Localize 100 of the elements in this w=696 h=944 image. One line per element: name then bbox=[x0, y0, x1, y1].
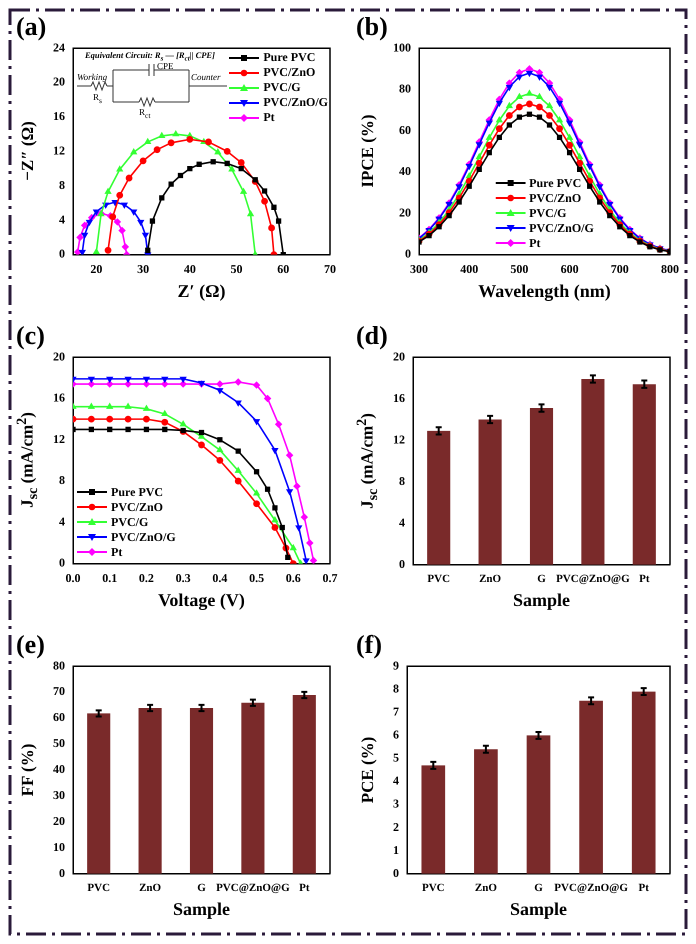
y-tick-label: 70 bbox=[53, 684, 65, 698]
y-tick-label: 24 bbox=[53, 40, 65, 54]
x-tick-label: 400 bbox=[460, 262, 478, 276]
x-tick-label: Pt bbox=[299, 882, 310, 894]
legend-label: PVC/ZnO/G bbox=[111, 530, 176, 545]
legend-label: PVC/G bbox=[529, 206, 566, 221]
legend-label: PVC/ZnO bbox=[111, 500, 164, 515]
x-tick-label: PVC bbox=[87, 882, 110, 894]
legend-label: PVC/G bbox=[263, 80, 301, 96]
y-tick-label: 6 bbox=[393, 727, 399, 742]
y-tick-label: 16 bbox=[53, 109, 65, 124]
y-tick-label: 5 bbox=[393, 750, 399, 765]
y-tick-label: 12 bbox=[53, 143, 65, 158]
x-tick-label: 300 bbox=[410, 262, 428, 276]
x-tick-label: G bbox=[537, 573, 546, 586]
legend-label: Pt bbox=[263, 110, 275, 126]
y-tick-label: 40 bbox=[399, 164, 411, 178]
y-axis-title: FF (%) bbox=[18, 744, 38, 796]
x-tick-label: Pt bbox=[638, 882, 650, 894]
legend-label: Pt bbox=[529, 236, 540, 251]
y-tick-label: 0 bbox=[59, 556, 65, 570]
chart-title: (f) bbox=[356, 630, 382, 660]
y-tick-label: 16 bbox=[53, 390, 65, 405]
x-tick-label: ZnO bbox=[139, 882, 162, 894]
x-tick-label: 0.3 bbox=[176, 570, 191, 585]
x-tick-label: 0.6 bbox=[286, 570, 301, 585]
legend-label: PVC/ZnO/G bbox=[263, 95, 328, 110]
y-tick-label: 20 bbox=[53, 814, 65, 828]
y-tick-label: 40 bbox=[53, 762, 65, 776]
x-tick-label: 20 bbox=[90, 262, 102, 276]
x-tick-label: PVC bbox=[427, 573, 450, 586]
legend-label: Pure PVC bbox=[111, 484, 164, 500]
y-tick-label: 16 bbox=[393, 390, 405, 405]
y-axis-title: PCE (%) bbox=[358, 736, 378, 804]
chart-title: (a) bbox=[16, 12, 46, 42]
legend-label: Pt bbox=[111, 544, 122, 560]
y-tick-label: 8 bbox=[59, 473, 65, 488]
x-axis-title: Z′ (Ω) bbox=[178, 281, 226, 302]
chart-title: (b) bbox=[356, 12, 388, 42]
y-tick-label: 60 bbox=[53, 710, 65, 724]
chart-title: (d) bbox=[356, 321, 388, 351]
x-tick-label: 800 bbox=[661, 262, 679, 276]
y-tick-label: 0 bbox=[59, 246, 65, 261]
chart-title: (e) bbox=[16, 630, 45, 660]
annotation: R$_{s}$ bbox=[93, 92, 102, 105]
y-tick-label: 2 bbox=[393, 820, 399, 834]
x-tick-label: 0.1 bbox=[102, 570, 118, 585]
y-tick-label: 9 bbox=[393, 658, 399, 672]
y-tick-label: 3 bbox=[393, 796, 399, 811]
legend-label: PVC/ZnO bbox=[263, 65, 316, 80]
x-tick-label: PVC@ZnO@G bbox=[554, 882, 628, 894]
y-tick-label: 12 bbox=[53, 432, 65, 446]
x-tick-label: 0.0 bbox=[66, 570, 80, 585]
annotation: Equivalent Circuit: R$_{s}$ — [R$_{ct}$|| CPE] bbox=[85, 50, 215, 63]
legend-label: Pure PVC bbox=[529, 176, 582, 191]
legend-label: PVC/ZnO/G bbox=[529, 220, 594, 236]
x-axis-title: Voltage (V) bbox=[158, 590, 245, 611]
x-tick-label: 40 bbox=[184, 262, 196, 276]
x-tick-label: 50 bbox=[230, 262, 243, 276]
y-axis-title: IPCE (%) bbox=[358, 114, 378, 188]
y-tick-label: 80 bbox=[399, 82, 411, 96]
x-axis-title: Sample bbox=[172, 899, 230, 920]
y-tick-label: 50 bbox=[53, 736, 65, 750]
y-tick-label: 4 bbox=[393, 774, 399, 788]
y-tick-label: 0 bbox=[399, 556, 405, 571]
x-tick-label: 60 bbox=[277, 262, 290, 276]
x-tick-label: G bbox=[197, 882, 206, 894]
x-tick-label: PVC bbox=[422, 882, 445, 894]
y-tick-label: 80 bbox=[53, 658, 65, 672]
x-tick-label: G bbox=[534, 882, 544, 894]
y-tick-label: 30 bbox=[53, 788, 65, 802]
y-tick-label: 4 bbox=[59, 212, 65, 226]
y-tick-label: 7 bbox=[393, 704, 399, 718]
y-tick-label: 20 bbox=[399, 205, 411, 220]
x-tick-label: 0.7 bbox=[322, 570, 338, 585]
y-tick-label: 10 bbox=[53, 840, 65, 854]
x-tick-label: 500 bbox=[510, 262, 528, 276]
annotation: R$_{ct}$ bbox=[139, 107, 150, 120]
annotation: CPE bbox=[157, 61, 174, 72]
y-tick-label: 20 bbox=[53, 74, 65, 89]
y-tick-label: 1 bbox=[393, 842, 399, 857]
x-tick-label: 600 bbox=[560, 262, 579, 276]
x-axis-title: Wavelength (nm) bbox=[478, 281, 611, 302]
y-tick-label: 8 bbox=[59, 178, 65, 192]
y-tick-label: 4 bbox=[399, 515, 405, 530]
y-tick-label: 4 bbox=[59, 514, 65, 528]
y-tick-label: 0 bbox=[393, 866, 399, 880]
x-tick-label: PVC@ZnO@G bbox=[556, 573, 630, 586]
x-axis-title: Sample bbox=[510, 899, 568, 920]
y-axis-title: −Z″ (Ω) bbox=[18, 122, 38, 182]
y-tick-label: 8 bbox=[399, 474, 405, 488]
y-tick-label: 100 bbox=[393, 40, 411, 54]
chart-title: (c) bbox=[16, 321, 45, 351]
x-tick-label: PVC@ZnO@G bbox=[216, 882, 290, 894]
y-tick-label: 0 bbox=[59, 866, 65, 880]
y-tick-label: 0 bbox=[405, 246, 411, 261]
x-tick-label: 0.5 bbox=[249, 570, 264, 585]
legend-label: Pure PVC bbox=[263, 50, 316, 66]
x-tick-label: ZnO bbox=[479, 573, 502, 586]
annotation: Working bbox=[77, 72, 108, 82]
